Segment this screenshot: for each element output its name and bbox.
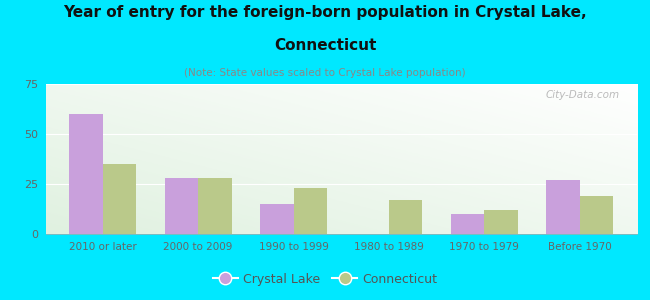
Bar — [389, 200, 422, 234]
Bar — [198, 178, 231, 234]
Bar — [547, 180, 580, 234]
Legend: Crystal Lake, Connecticut: Crystal Lake, Connecticut — [208, 268, 442, 291]
Bar — [484, 210, 518, 234]
Bar — [451, 214, 484, 234]
Bar — [70, 114, 103, 234]
Text: Connecticut: Connecticut — [274, 38, 376, 52]
Text: City-Data.com: City-Data.com — [545, 90, 619, 100]
Bar — [260, 204, 294, 234]
Text: Year of entry for the foreign-born population in Crystal Lake,: Year of entry for the foreign-born popul… — [63, 4, 587, 20]
Bar — [164, 178, 198, 234]
Bar — [294, 188, 327, 234]
Bar — [580, 196, 613, 234]
Text: (Note: State values scaled to Crystal Lake population): (Note: State values scaled to Crystal La… — [184, 68, 466, 77]
Bar — [103, 164, 136, 234]
